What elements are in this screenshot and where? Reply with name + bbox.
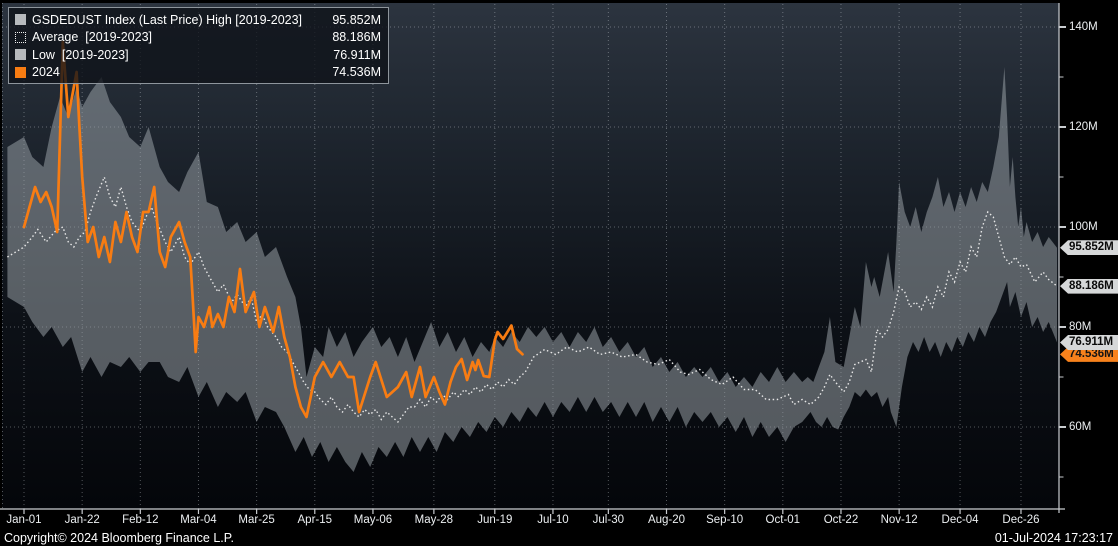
legend-row-low[interactable]: Low [2019-2023] 76.911M [15,46,381,63]
legend-row-average[interactable]: Average [2019-2023] 88.186M [15,29,381,46]
last-value-badge: 95.852M [1060,240,1118,256]
legend-value: 95.852M [332,12,381,27]
x-axis-tick-label: Dec-04 [941,514,979,526]
legend-label: GSDEDUST Index (Last Price) High [2019-2… [32,12,303,27]
y-axis-tick-label: 60M [1069,420,1092,433]
x-axis-tick-label: Jan-01 [6,514,42,526]
high-low-band [7,67,1057,472]
x-axis-tick-label: Oct-01 [765,514,801,526]
x-axis-tick-label: Aug-20 [647,514,686,526]
x-axis-tick-label: Dec-26 [1002,514,1040,526]
legend-row-high[interactable]: GSDEDUST Index (Last Price) High [2019-2… [15,11,381,28]
low-series-swatch-icon [15,49,26,61]
2024-series-swatch-icon [15,66,26,78]
legend-row-2024[interactable]: 2024 74.536M [15,64,381,81]
y-axis-tick-label: 80M [1069,320,1092,333]
x-axis-tick-label: Mar-04 [180,514,217,526]
y-axis-tick-label: 140M [1069,20,1098,33]
x-axis-tick-label: Jan-22 [64,514,100,526]
x-axis-tick-label: Mar-25 [238,514,275,526]
x-axis-tick-label: Feb-12 [122,514,159,526]
legend-label: Low [2019-2023] [32,47,129,62]
legend-value: 88.186M [332,30,381,45]
x-axis-tick-label: May-28 [414,514,454,526]
last-value-badge: 88.186M [1060,278,1118,294]
x-axis-tick-label: Apr-15 [297,514,333,526]
series-layer [7,40,1058,472]
timestamp-text: 01-Jul-2024 17:23:17 [994,531,1113,545]
status-bar: Copyright© 2024 Bloomberg Finance L.P. 0… [0,530,1118,546]
series-2024-line [22,40,524,419]
x-axis-tick-label: Jul-10 [537,514,569,526]
x-axis-tick-label: Sep-10 [706,514,744,526]
average-line [7,174,1058,424]
chart-legend: GSDEDUST Index (Last Price) High [2019-2… [8,7,389,84]
x-axis-tick-label: Nov-12 [880,514,918,526]
y-axis-tick-label: 100M [1069,220,1098,233]
x-axis-tick-label: Oct-22 [823,514,859,526]
last-value-badge: 76.911M [1060,334,1118,350]
last-value-badge-2024: 74.536M [1060,346,1118,362]
x-axis-tick-label: Jul-30 [592,514,624,526]
copyright-text: Copyright© 2024 Bloomberg Finance L.P. [4,531,234,545]
x-axis-tick-label: Jun-19 [477,514,513,526]
average-series-swatch-icon [15,31,26,43]
legend-value: 74.536M [332,65,381,80]
legend-value: 76.911M [333,47,381,62]
high-series-swatch-icon [15,14,26,25]
legend-label: 2024 [32,65,60,80]
axes [0,3,1066,514]
y-axis-tick-label: 120M [1069,120,1098,133]
x-axis-tick-label: May-06 [353,514,393,526]
legend-label: Average [2019-2023] [32,30,153,45]
